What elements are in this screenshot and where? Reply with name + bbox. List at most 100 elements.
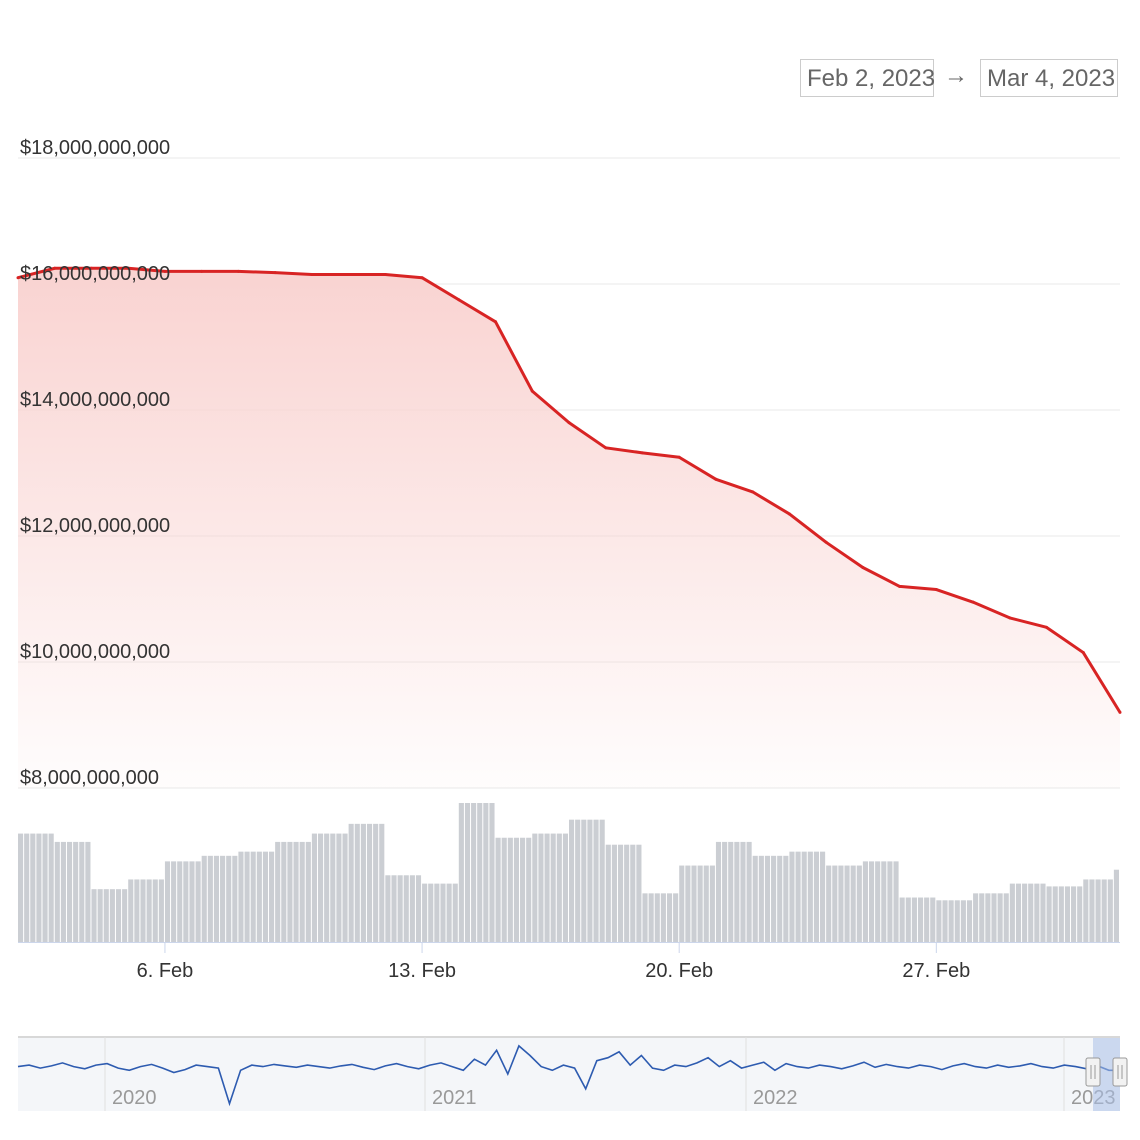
navigator-tick-label: 2020 xyxy=(112,1087,157,1109)
volume-bar xyxy=(587,819,593,942)
volume-bar xyxy=(109,889,115,942)
volume-bar xyxy=(366,823,373,942)
x-tick-label: 20. Feb xyxy=(645,960,713,982)
volume-bar xyxy=(801,851,807,942)
data-point xyxy=(677,455,681,459)
navigator-handle[interactable] xyxy=(1085,1057,1101,1087)
y-tick-label: $8,000,000,000 xyxy=(20,767,159,789)
volume-bar xyxy=(777,855,783,942)
data-point xyxy=(163,269,167,273)
volume-bar xyxy=(54,841,60,942)
volume-bar xyxy=(581,819,587,942)
volume-bar xyxy=(244,851,250,942)
volume-bar xyxy=(507,837,513,942)
data-point xyxy=(457,298,461,302)
volume-bar xyxy=(526,837,532,942)
volume-bar xyxy=(348,823,354,942)
volume-bar xyxy=(97,889,103,942)
volume-bar xyxy=(158,879,164,942)
navigator-handle[interactable] xyxy=(1112,1057,1128,1087)
volume-bar xyxy=(538,833,544,942)
volume-bar xyxy=(232,855,238,942)
data-point xyxy=(861,566,865,569)
volume-bar xyxy=(1052,886,1058,942)
volume-bar xyxy=(887,861,893,942)
volume-bar xyxy=(844,865,850,942)
data-point xyxy=(347,273,351,277)
volume-bar xyxy=(685,865,691,942)
volume-bar xyxy=(18,833,24,942)
volume-bar xyxy=(287,841,293,942)
volume-bar xyxy=(177,861,183,942)
volume-bar xyxy=(24,833,30,942)
volume-bar xyxy=(660,893,666,942)
data-point xyxy=(383,273,387,277)
volume-bar xyxy=(617,844,624,942)
volume-bar xyxy=(722,841,728,942)
volume-bar xyxy=(1083,879,1089,942)
volume-bar xyxy=(924,897,930,942)
area-fill xyxy=(18,268,1120,788)
volume-bar xyxy=(1046,886,1052,942)
navigator-line xyxy=(17,1044,1120,1107)
data-point xyxy=(126,266,130,270)
navigator[interactable]: 2020202120222023 xyxy=(17,1036,1128,1111)
volume-bar xyxy=(79,841,85,942)
volume-bar xyxy=(942,900,948,942)
volume-bar xyxy=(648,893,654,942)
data-point xyxy=(530,389,534,393)
navigator-tick-label: 2021 xyxy=(432,1087,477,1109)
range-start-input[interactable]: Feb 2, 2023 xyxy=(800,59,935,97)
volume-bar xyxy=(360,823,366,942)
area-layer xyxy=(16,266,1122,788)
volume-bar xyxy=(171,861,177,942)
volume-bar xyxy=(715,841,722,942)
volume-bar xyxy=(422,883,428,942)
volume-bar xyxy=(520,837,526,942)
volume-bar xyxy=(691,865,697,942)
volume-bar xyxy=(985,893,991,942)
volume-bar xyxy=(373,823,379,942)
volume-bar xyxy=(42,833,48,942)
volume-bar xyxy=(91,889,97,942)
volume-bar xyxy=(752,855,758,942)
x-tick-label: 6. Feb xyxy=(137,960,194,982)
volume-bar xyxy=(997,893,1003,942)
data-point xyxy=(640,451,644,455)
y-tick-label: $16,000,000,000 xyxy=(20,263,170,285)
volume-bar xyxy=(134,879,140,942)
volume-bar xyxy=(1058,886,1064,942)
volume-bars xyxy=(18,803,1119,942)
data-point xyxy=(1045,625,1049,629)
volume-bar xyxy=(85,841,91,942)
volume-bar xyxy=(220,855,226,942)
volume-bar xyxy=(1028,883,1034,942)
navigator-background xyxy=(18,1038,1120,1111)
volume-bar xyxy=(893,861,899,942)
volume-bar xyxy=(679,865,685,942)
range-end-input[interactable]: Mar 4, 2023 xyxy=(980,59,1118,97)
data-point xyxy=(567,421,571,425)
volume-bar xyxy=(207,855,213,942)
volume-bar xyxy=(881,861,887,942)
volume-bar xyxy=(905,897,911,942)
volume-bar xyxy=(324,833,330,942)
volume-bar xyxy=(293,841,299,942)
volume-bar xyxy=(434,883,440,942)
volume-bar xyxy=(115,889,122,942)
volume-bar xyxy=(807,851,813,942)
volume-bar xyxy=(342,833,348,942)
volume-bar xyxy=(495,837,501,942)
volume-bar xyxy=(164,861,171,942)
data-point xyxy=(787,512,791,516)
volume-bar xyxy=(317,833,324,942)
volume-bar xyxy=(1015,883,1022,942)
volume-bar xyxy=(226,855,232,942)
volume-bar xyxy=(556,833,562,942)
volume-bar xyxy=(1064,886,1071,942)
volume-bar xyxy=(385,875,391,942)
volume-bar xyxy=(464,803,471,942)
volume-bar xyxy=(513,837,520,942)
y-tick-label: $18,000,000,000 xyxy=(20,137,170,159)
volume-bar xyxy=(48,833,54,942)
